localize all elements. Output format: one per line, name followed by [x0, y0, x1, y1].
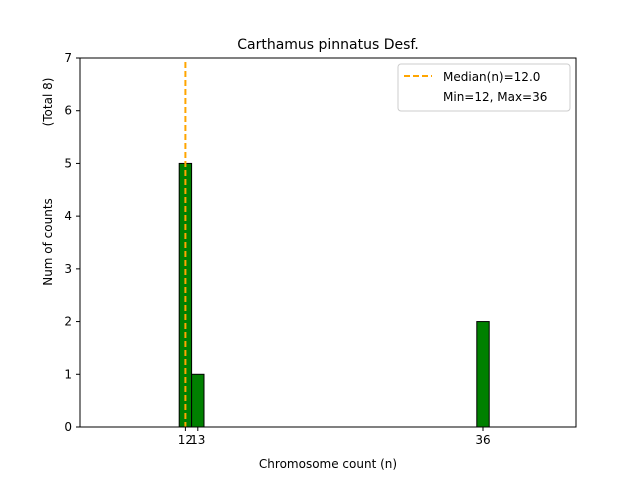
y-tick-label: 4	[64, 209, 72, 223]
y-tick-label: 0	[64, 420, 72, 434]
y-tick-label: 7	[64, 51, 72, 65]
bars-layer	[178, 162, 490, 428]
bar-36	[476, 321, 490, 428]
y-tick-label: 6	[64, 104, 72, 118]
x-tick-label: 36	[475, 433, 490, 447]
x-tick-label: 12	[178, 433, 193, 447]
bar-13	[191, 373, 205, 428]
y-tick-label: 3	[64, 262, 72, 276]
x-axis-label: Chromosome count (n)	[259, 457, 397, 471]
legend-median-label: Median(n)=12.0	[443, 70, 540, 84]
y-tick-label: 2	[64, 315, 72, 329]
legend: Median(n)=12.0 Min=12, Max=36	[397, 63, 571, 112]
plot-frame	[79, 57, 577, 428]
legend-box	[397, 63, 571, 112]
y-axis: 0 1 2 3 4 5 6 7	[64, 51, 80, 434]
legend-range-label: Min=12, Max=36	[443, 90, 547, 104]
chart-title: Carthamus pinnatus Desf.	[237, 37, 419, 53]
y-axis-label: Num of counts	[41, 198, 55, 286]
x-tick-label: 13	[190, 433, 205, 447]
y-axis-total-label: (Total 8)	[41, 78, 55, 127]
y-tick-label: 1	[64, 367, 72, 381]
y-tick-label: 5	[64, 156, 72, 170]
